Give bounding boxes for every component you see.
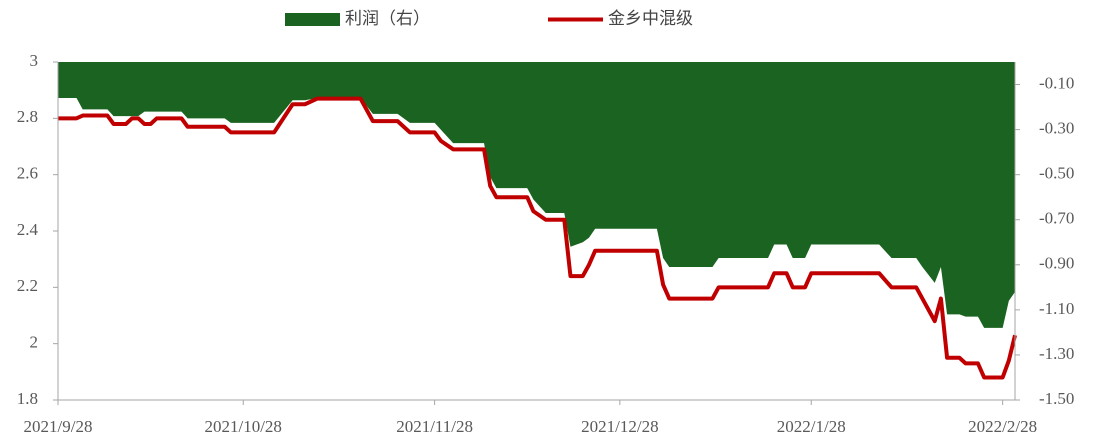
- y2-tick-label: -0.10: [1039, 73, 1074, 92]
- y2-tick-label: -0.90: [1039, 254, 1074, 273]
- y-tick-label: 2.6: [17, 164, 38, 183]
- y2-tick-label: -1.50: [1039, 389, 1074, 408]
- x-tick-label: 2021/10/28: [204, 417, 281, 436]
- legend-label: 利润（右）: [345, 9, 430, 28]
- x-tick-label: 2021/11/28: [396, 417, 473, 436]
- y2-tick-label: -1.10: [1039, 299, 1074, 318]
- legend-label: 金乡中混级: [608, 9, 693, 28]
- y-tick-label: 2.8: [17, 107, 38, 126]
- x-tick-label: 2022/1/28: [777, 417, 846, 436]
- y-tick-label: 1.8: [17, 389, 38, 408]
- y-tick-label: 2.2: [17, 276, 38, 295]
- y2-tick-label: -0.50: [1039, 164, 1074, 183]
- legend-swatch: [285, 13, 340, 26]
- y-tick-label: 2.4: [17, 220, 39, 239]
- line: [58, 96, 1017, 380]
- x-tick-label: 2022/2/28: [968, 417, 1037, 436]
- x-tick-label: 2021/9/28: [24, 417, 93, 436]
- y2-tick-label: -0.70: [1039, 209, 1074, 228]
- x-tick-label: 2021/12/28: [581, 417, 658, 436]
- area: [58, 62, 1015, 328]
- y2-tick-label: -1.30: [1039, 344, 1074, 363]
- y-tick-label: 3: [30, 51, 39, 70]
- y-tick-label: 2: [30, 333, 39, 352]
- y2-tick-label: -0.30: [1039, 119, 1074, 138]
